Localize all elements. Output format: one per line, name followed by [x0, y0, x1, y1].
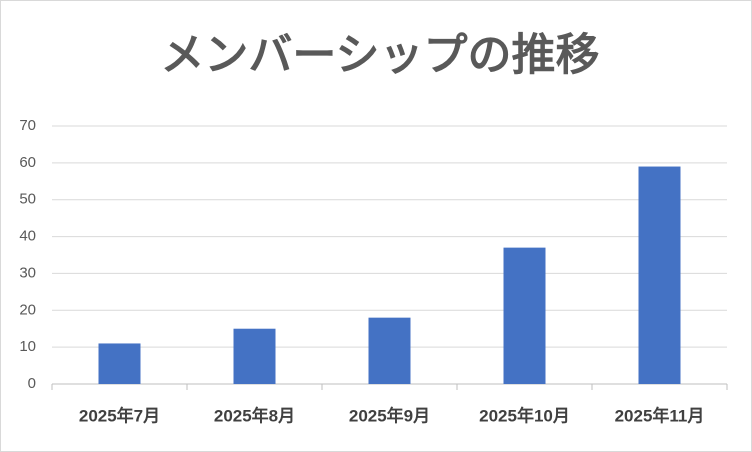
x-tick-label: 2025年9月	[349, 405, 430, 425]
x-tick-label: 2025年10月	[479, 405, 570, 425]
y-tick-label: 60	[19, 154, 36, 171]
bar	[503, 247, 546, 384]
x-tick-label: 2025年11月	[615, 405, 705, 425]
y-tick-label: 20	[19, 301, 36, 318]
y-tick-label: 30	[19, 264, 36, 281]
y-tick-label: 40	[19, 228, 36, 245]
y-tick-label: 50	[19, 191, 36, 208]
bar	[638, 166, 681, 384]
x-tick-label: 2025年7月	[79, 405, 160, 425]
x-tick-label: 2025年8月	[214, 405, 295, 425]
bar	[233, 328, 276, 384]
y-tick-label: 0	[28, 375, 36, 392]
y-tick-label: 10	[19, 338, 36, 355]
bar	[98, 343, 141, 384]
y-tick-label: 70	[19, 117, 36, 134]
bar	[368, 317, 411, 384]
chart-title: メンバーシップの推移	[160, 31, 599, 80]
